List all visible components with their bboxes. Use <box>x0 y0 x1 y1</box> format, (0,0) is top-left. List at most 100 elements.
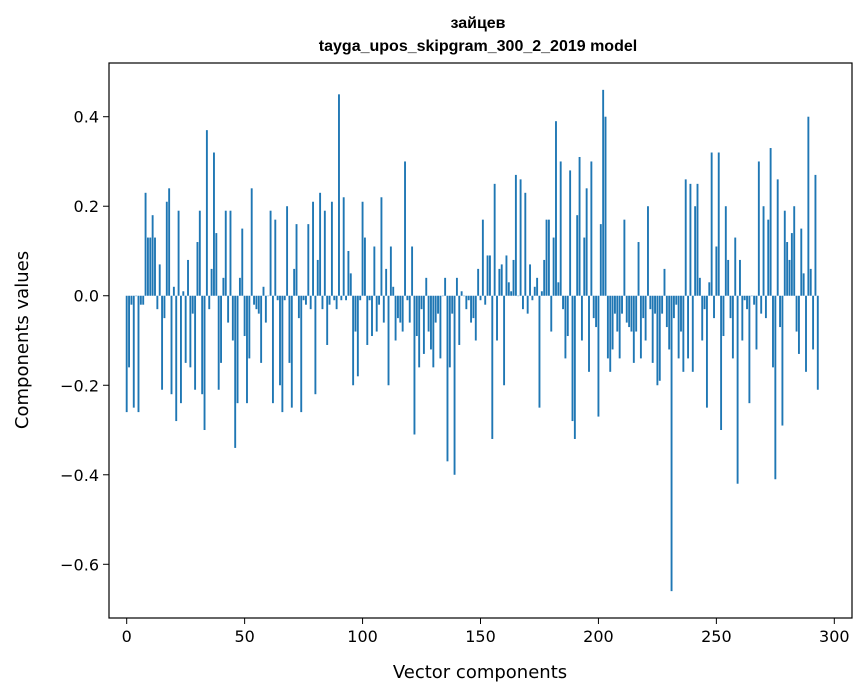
bar <box>557 282 560 296</box>
bar <box>406 295 409 301</box>
bar <box>465 295 468 310</box>
bar <box>382 295 385 323</box>
bar <box>455 277 458 296</box>
bar <box>422 295 425 354</box>
bar <box>413 295 416 435</box>
bar <box>156 295 159 310</box>
bar <box>734 237 737 296</box>
bar <box>656 295 659 386</box>
bar <box>705 295 708 408</box>
bar <box>297 295 300 319</box>
bar <box>149 237 152 296</box>
bar <box>328 295 331 305</box>
bar <box>578 156 581 296</box>
bar <box>460 291 463 296</box>
bar <box>729 295 732 319</box>
bar <box>762 206 765 296</box>
bar <box>213 152 215 296</box>
bar <box>418 295 421 368</box>
bar <box>151 215 154 296</box>
bar <box>536 277 539 296</box>
bar <box>616 295 619 332</box>
bar <box>731 295 734 359</box>
bar <box>191 295 194 314</box>
bar <box>274 219 277 296</box>
bar <box>755 295 758 350</box>
y-tick-label: −0.6 <box>60 555 99 574</box>
y-tick-label: −0.4 <box>60 466 99 485</box>
bar <box>479 295 482 301</box>
bar <box>545 219 548 296</box>
bar <box>672 295 675 319</box>
bar <box>408 295 411 323</box>
bar <box>621 295 623 314</box>
bar <box>288 295 291 363</box>
bar <box>632 295 635 363</box>
bar <box>757 161 760 296</box>
bar <box>779 295 782 328</box>
bar <box>670 295 673 592</box>
bar <box>205 130 208 296</box>
y-axis-label: Components values <box>12 251 33 429</box>
bar <box>125 295 128 413</box>
bar <box>505 255 508 296</box>
bar <box>316 259 319 296</box>
bar <box>783 210 786 296</box>
bar <box>717 152 720 296</box>
bar <box>453 295 456 475</box>
bar <box>642 295 645 319</box>
bar <box>580 295 583 341</box>
bar <box>484 295 487 305</box>
bar <box>786 242 789 296</box>
bar <box>397 295 399 319</box>
bar <box>201 295 204 395</box>
bar <box>448 295 451 368</box>
bar <box>592 295 595 319</box>
bar <box>498 268 501 296</box>
bar <box>814 174 817 296</box>
bar <box>571 295 574 422</box>
bar <box>385 268 388 296</box>
bar <box>420 295 423 310</box>
bar <box>246 295 248 404</box>
bar <box>481 219 484 296</box>
bar <box>526 295 529 314</box>
bar <box>451 295 454 314</box>
bar <box>437 295 439 314</box>
bar <box>394 295 397 341</box>
bar <box>684 179 687 296</box>
bar <box>375 295 378 332</box>
bar <box>175 295 178 422</box>
y-tick-label: 0.2 <box>74 197 99 216</box>
bar <box>599 224 602 296</box>
bar <box>724 206 727 296</box>
bar <box>161 295 164 390</box>
bar <box>795 295 798 332</box>
bar <box>682 295 685 372</box>
bar <box>142 295 145 305</box>
bar <box>703 295 706 310</box>
bar <box>602 89 605 296</box>
bar <box>257 295 260 314</box>
bar <box>590 161 593 296</box>
chart-title: зайцев <box>450 15 505 32</box>
bar <box>769 148 772 296</box>
bar <box>352 295 355 386</box>
bar <box>538 295 541 408</box>
bar <box>271 295 274 404</box>
bar <box>330 201 333 296</box>
bar <box>710 152 713 296</box>
chart-subtitle: tayga_upos_skipgram_300_2_2019 model <box>319 38 637 55</box>
bar <box>295 224 298 296</box>
bar <box>290 295 293 408</box>
bar <box>694 206 697 296</box>
bar <box>746 295 748 310</box>
bar <box>404 161 406 296</box>
bar <box>588 295 590 372</box>
x-tick-label: 200 <box>583 627 614 646</box>
bar <box>512 259 515 296</box>
bar <box>236 295 239 404</box>
bar <box>474 295 477 341</box>
bar <box>243 295 246 337</box>
bar <box>269 210 272 296</box>
